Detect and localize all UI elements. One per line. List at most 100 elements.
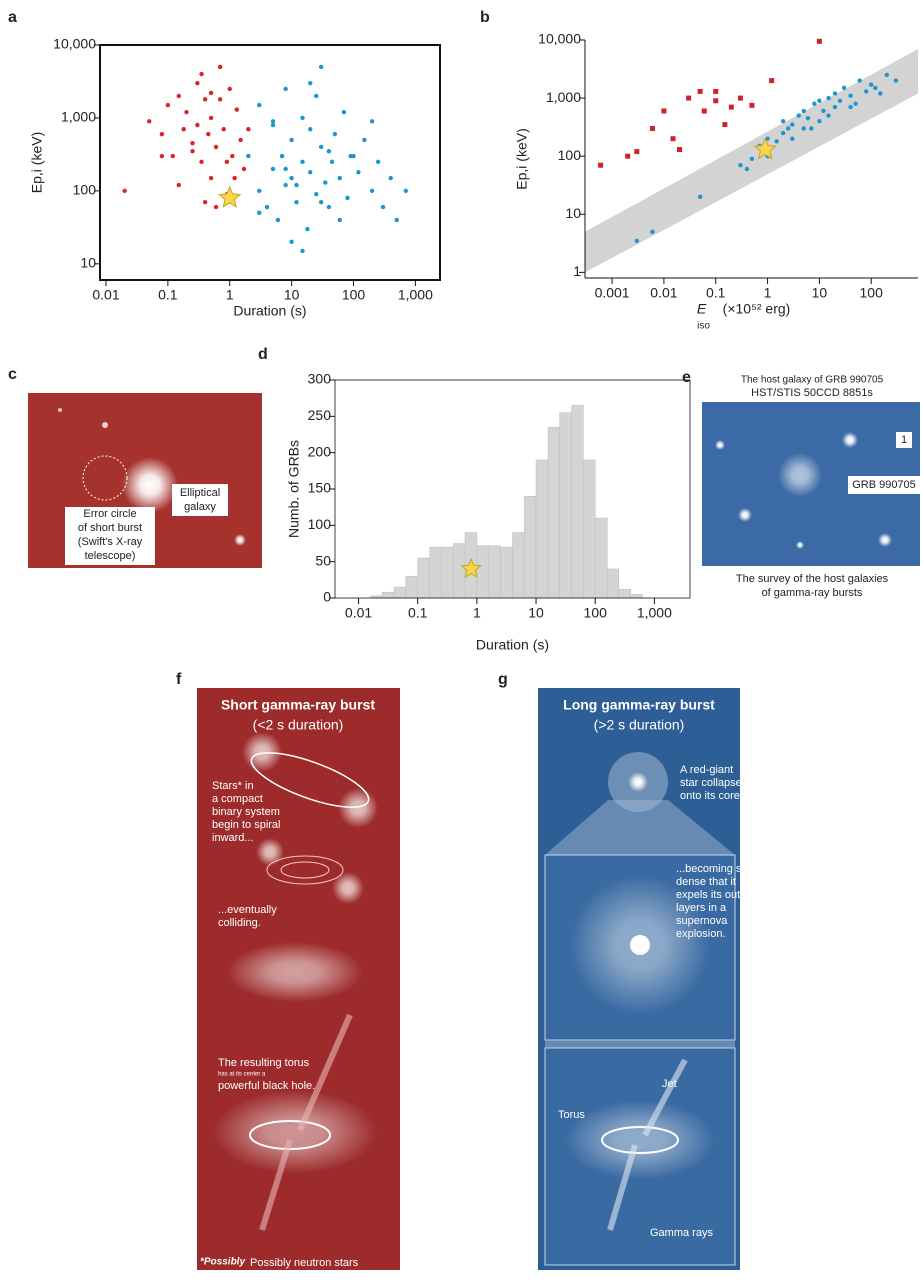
point	[176, 93, 181, 99]
point	[649, 125, 655, 131]
point	[713, 88, 719, 94]
star	[234, 534, 246, 546]
point	[314, 93, 319, 99]
label-box	[172, 484, 228, 516]
point	[190, 141, 195, 146]
point	[224, 159, 230, 165]
point	[841, 85, 847, 91]
footnote: Possibly neutron stars	[250, 1257, 359, 1269]
point	[728, 104, 734, 110]
bar	[559, 412, 572, 599]
point	[275, 217, 281, 223]
y-tick-label: 1,000	[546, 89, 581, 105]
point	[294, 182, 299, 188]
step-text: The resulting torus	[218, 1057, 310, 1069]
x-tick-label: 100	[860, 285, 884, 301]
point	[749, 102, 755, 108]
galaxy	[778, 453, 822, 497]
bar	[429, 546, 442, 599]
point	[848, 93, 853, 98]
point	[257, 188, 262, 194]
panel-label: c	[8, 366, 17, 383]
y-tick-label: 150	[308, 480, 332, 496]
point	[308, 80, 313, 86]
point	[697, 194, 703, 199]
y-axis-label: Numb. of GRBs	[286, 440, 302, 538]
step-text: ...eventually	[218, 904, 277, 916]
label: Error circle	[83, 508, 136, 520]
caption: The survey of the host galaxies	[736, 573, 889, 585]
bar	[393, 586, 407, 599]
jet	[297, 1013, 353, 1132]
label-box	[848, 476, 920, 494]
point	[318, 199, 324, 205]
point	[388, 175, 393, 181]
point	[283, 182, 288, 188]
point	[217, 97, 223, 102]
point	[403, 188, 408, 194]
panel-label: b	[480, 9, 490, 26]
callout: Gamma rays	[650, 1227, 713, 1239]
point	[283, 86, 288, 92]
photo-subtitle: HST/STIS 50CCD 8851s	[751, 387, 873, 399]
point	[369, 119, 375, 124]
point	[341, 109, 347, 115]
panel-label: d	[258, 346, 268, 363]
point	[701, 108, 707, 114]
step-text: onto its core...	[680, 790, 749, 802]
point	[394, 217, 399, 223]
bar	[476, 545, 490, 599]
bar	[630, 594, 643, 599]
point	[356, 170, 361, 175]
point	[785, 126, 791, 131]
x-tick-label: 0.01	[92, 287, 119, 303]
step-text: supernova	[676, 915, 728, 927]
point	[283, 166, 288, 172]
point	[326, 204, 332, 210]
point	[308, 127, 313, 132]
point	[305, 226, 310, 232]
point	[202, 97, 208, 102]
y-tick-label: 10,000	[53, 36, 96, 52]
point	[202, 199, 208, 205]
bar	[535, 459, 549, 599]
point	[270, 122, 276, 128]
step-text: begin to spiral	[212, 819, 281, 831]
star	[796, 541, 804, 549]
point	[826, 95, 831, 101]
orbit	[250, 752, 370, 808]
point	[749, 156, 755, 162]
photo-e: The host galaxy of GRB 990705 HST/STIS 5…	[702, 375, 920, 599]
point	[713, 98, 719, 104]
core	[628, 772, 648, 792]
star-marker	[753, 137, 777, 160]
point	[308, 170, 313, 175]
y-tick-label: 50	[315, 552, 331, 568]
point	[238, 137, 243, 143]
step-text: A red-giant	[680, 764, 733, 776]
point	[246, 127, 251, 132]
y-tick-label: 10	[80, 255, 96, 271]
point	[863, 89, 869, 94]
point	[817, 119, 822, 124]
point	[208, 175, 214, 181]
bar	[488, 545, 501, 599]
step-text: expels its outer	[676, 889, 750, 901]
point	[634, 238, 640, 243]
point	[380, 204, 386, 210]
bar	[512, 532, 525, 599]
point	[812, 101, 817, 106]
point	[279, 153, 285, 159]
point	[598, 162, 604, 168]
panel-label: a	[8, 9, 17, 26]
point	[329, 159, 335, 165]
y-tick-label: 100	[73, 182, 97, 198]
point	[826, 113, 831, 118]
x-tick-label: 0.001	[595, 285, 630, 301]
point	[294, 199, 299, 205]
point	[375, 159, 381, 165]
bar	[618, 589, 632, 599]
x-axis-label: Duration (s)	[476, 637, 549, 653]
